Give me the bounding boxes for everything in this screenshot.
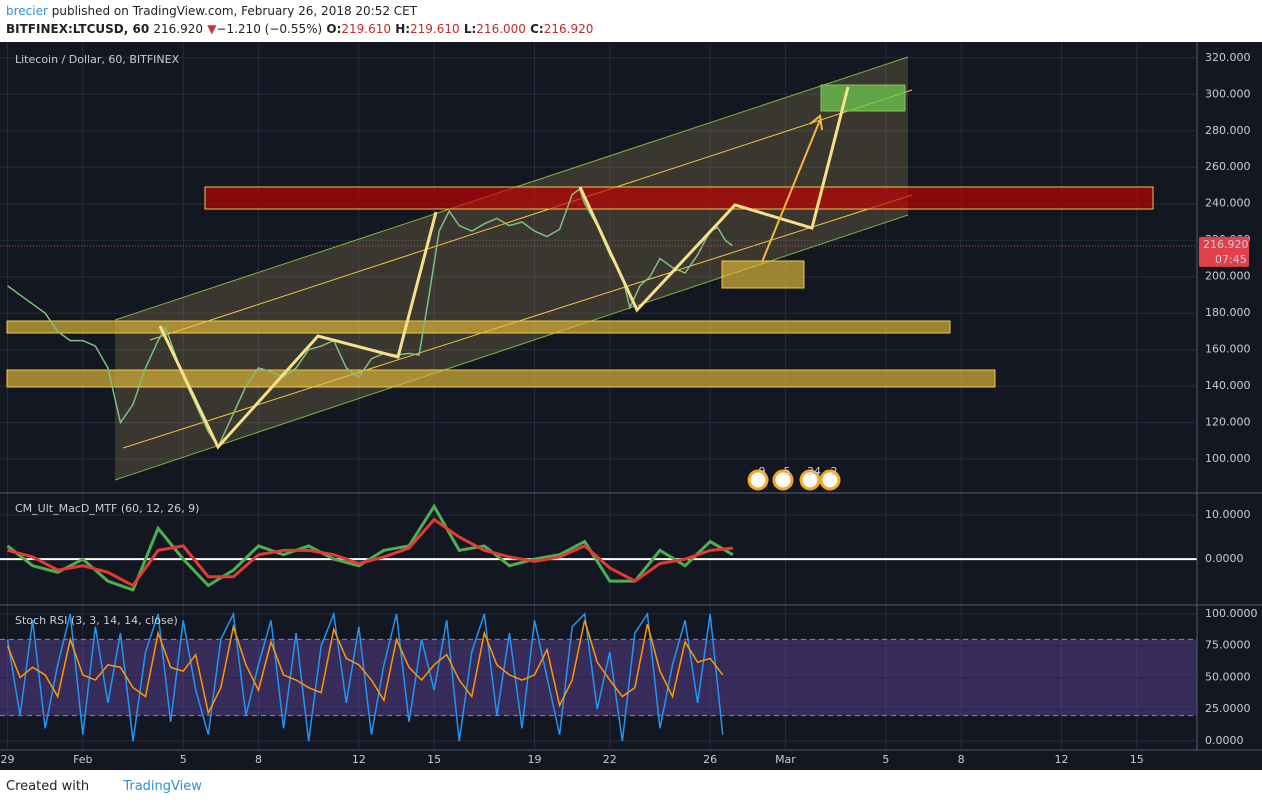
series-line — [6, 620, 724, 716]
event-count: 9 — [759, 465, 766, 478]
y-tick-label: 280.000 — [1205, 124, 1251, 137]
x-tick-label: 5 — [180, 753, 187, 766]
x-tick-label: 8 — [255, 753, 262, 766]
countdown: 07:45 — [1215, 253, 1247, 266]
series-line — [7, 517, 733, 588]
last-price-box — [1199, 236, 1249, 267]
y-tick-label: 100.0000 — [1205, 607, 1258, 620]
pane-title: Stoch RSI (3, 3, 14, 14, close) — [15, 614, 178, 627]
x-tick-label: Feb — [73, 753, 92, 766]
y-tick-label: 0.0000 — [1205, 734, 1244, 747]
y-tick-label: 25.0000 — [1205, 702, 1251, 715]
y-tick-label: 180.000 — [1205, 306, 1251, 319]
brand[interactable]: TradingView — [123, 779, 202, 794]
event-badge — [799, 469, 821, 491]
labels: 29 Feb 5 8 12 15 19 22 26 Mar 5 8 12 15100.000120.000… — [1, 51, 1258, 766]
path-drawing — [158, 211, 438, 450]
y-tick-label: 75.0000 — [1205, 639, 1251, 652]
background — [0, 42, 1262, 770]
event-badge — [819, 469, 841, 491]
c-label: C: — [530, 22, 544, 36]
symbol: BITFINEX:LTCUSD, 60 — [6, 22, 150, 36]
resistance-zone — [204, 186, 1154, 210]
header: brecier published on TradingView.com, Fe… — [0, 0, 1262, 42]
series-line — [6, 503, 734, 592]
event-badge — [772, 469, 794, 491]
ohlc-line: BITFINEX:LTCUSD, 60 216.920 ▼−1.210 (−0.… — [6, 22, 593, 36]
pane-title: CM_Ult_MacD_MTF (60, 12, 26, 9) — [15, 502, 199, 515]
x-tick-label: 15 — [1130, 753, 1144, 766]
event-badge — [747, 469, 769, 491]
event-count: 5 — [784, 465, 791, 478]
arrow-head — [809, 114, 823, 131]
x-tick-label: 19 — [528, 753, 542, 766]
path-drawing — [578, 86, 850, 313]
x-tick-label: 12 — [352, 753, 366, 766]
created: Created with — [6, 779, 90, 794]
chart: 29 Feb 5 8 12 15 19 22 26 Mar 5 8 12 15100.000120.000… — [0, 42, 1262, 770]
author[interactable]: brecier — [6, 4, 48, 18]
channel-line — [114, 214, 909, 481]
y-tick-label: 160.000 — [1205, 343, 1251, 356]
x-tick-label: 22 — [603, 753, 617, 766]
publish-line: brecier published on TradingView.com, Fe… — [6, 4, 417, 18]
x-tick-label: 8 — [958, 753, 965, 766]
y-tick-label: 0.0000 — [1205, 552, 1244, 565]
change: −1.210 (−0.55%) — [216, 22, 323, 36]
y-tick-label: 260.000 — [1205, 160, 1251, 173]
y-tick-label: 120.000 — [1205, 416, 1251, 429]
y-tick-label: 320.000 — [1205, 51, 1251, 64]
y-tick-label: 10.0000 — [1205, 508, 1251, 521]
published: published on TradingView.com, February 2… — [51, 4, 418, 18]
x-tick-label: 12 — [1054, 753, 1068, 766]
h: 219.610 — [410, 22, 460, 36]
price-axis — [1197, 42, 1262, 770]
o: 219.610 — [341, 22, 391, 36]
x-tick-label: 29 — [1, 753, 15, 766]
l: 216.000 — [476, 22, 526, 36]
event-count: 34 — [807, 465, 821, 478]
x-tick-label: 5 — [882, 753, 889, 766]
entry-zone — [721, 260, 805, 289]
footer: Created with TradingView — [6, 779, 202, 794]
y-tick-label: 300.000 — [1205, 87, 1251, 100]
h-label: H: — [395, 22, 411, 36]
x-tick-label: 15 — [427, 753, 441, 766]
y-tick-label: 100.000 — [1205, 452, 1251, 465]
channel-line — [149, 89, 913, 341]
event-count: 2 — [831, 465, 838, 478]
x-tick-label: 26 — [703, 753, 717, 766]
support-zone — [6, 320, 951, 334]
arrow — [761, 119, 821, 263]
y-tick-label: 240.000 — [1205, 197, 1251, 210]
pane-title: Litecoin / Dollar, 60, BITFINEX — [15, 53, 180, 66]
series-line — [6, 611, 724, 742]
price: 216.920 — [153, 22, 203, 36]
arrow: ▼ — [207, 22, 217, 36]
last-price-label: 216.920 — [1203, 238, 1249, 251]
support-zone — [6, 369, 996, 388]
o-label: O: — [326, 22, 342, 36]
projection — [158, 86, 850, 450]
x-tick-label: Mar — [775, 753, 796, 766]
target-zone — [820, 84, 906, 112]
l-label: L: — [463, 22, 477, 36]
y-tick-label: 50.0000 — [1205, 670, 1251, 683]
c: 216.920 — [543, 22, 594, 36]
y-tick-label: 140.000 — [1205, 379, 1251, 392]
y-tick-label: 200.000 — [1205, 270, 1251, 283]
